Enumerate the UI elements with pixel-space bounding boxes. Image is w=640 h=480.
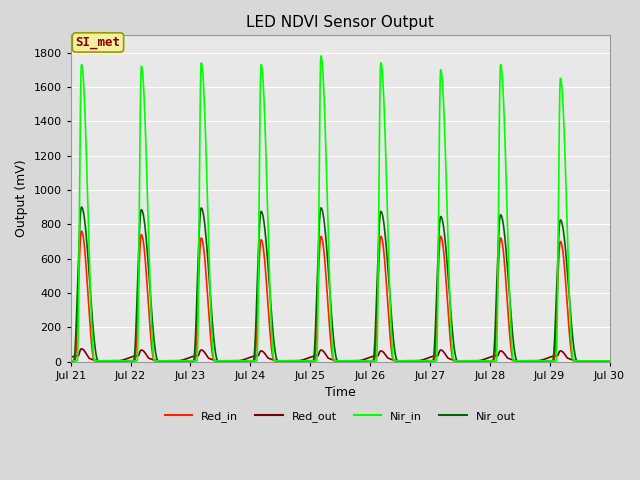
Legend: Red_in, Red_out, Nir_in, Nir_out: Red_in, Red_out, Nir_in, Nir_out — [160, 407, 520, 426]
Title: LED NDVI Sensor Output: LED NDVI Sensor Output — [246, 15, 434, 30]
X-axis label: Time: Time — [324, 386, 355, 399]
Text: SI_met: SI_met — [76, 36, 120, 49]
Y-axis label: Output (mV): Output (mV) — [15, 160, 28, 237]
